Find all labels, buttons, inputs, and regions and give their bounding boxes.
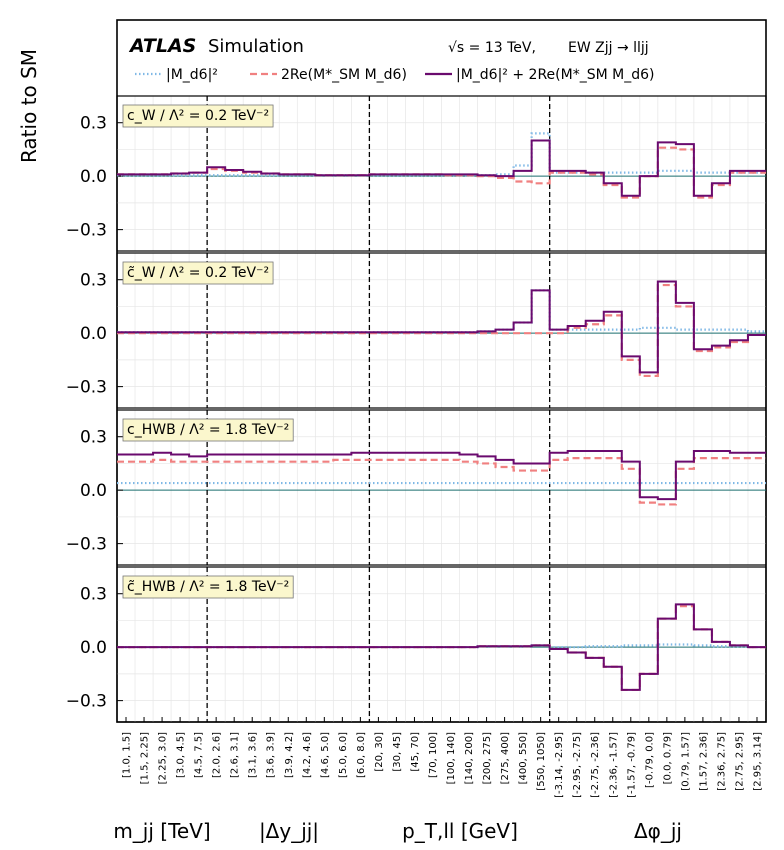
panel-4: 0.3 0.0 −0.3 c̃_HWB / Λ² = 1.8 TeV⁻² — [66, 566, 767, 723]
legend: |M_d6|² 2Re(M*_SM M_d6) |M_d6|² + 2Re(M*… — [135, 67, 654, 83]
energy-label: √s = 13 TeV, — [448, 40, 536, 56]
y-tick-label: −0.3 — [66, 692, 107, 712]
y-tick-label: 0.0 — [80, 167, 107, 187]
x-tick-label: [4.6, 5.0] — [320, 732, 331, 778]
x-tick-label: [2.75, 2.95] — [735, 732, 746, 791]
x-tick-label: [-1.57, -0.79] — [626, 732, 637, 798]
y-tick-label: −0.3 — [66, 378, 107, 398]
x-tick-label: [3.1, 3.6] — [248, 732, 259, 778]
panel-frame — [116, 409, 767, 566]
series-total-line — [117, 449, 766, 501]
y-tick-label: 0.0 — [80, 638, 107, 658]
x-tick-label: [1.0, 1.5] — [122, 732, 133, 778]
y-tick-label: 0.3 — [80, 428, 107, 448]
y-tick-label: 0.0 — [80, 481, 107, 501]
x-tick-label: [0.79, 1.57] — [680, 732, 691, 791]
x-tick-label: [-2.95, -2.75] — [572, 732, 583, 798]
x-tick-label: [200, 275] — [482, 732, 493, 784]
simulation-label: Simulation — [208, 36, 304, 57]
series-total-line — [117, 280, 766, 374]
y-tick-label: 0.3 — [80, 271, 107, 291]
x-tick-label: [1.57, 2.36] — [698, 732, 709, 791]
group-label-mjj: m_jj [TeV] — [113, 819, 210, 843]
x-tick-label: [2.25, 3.0] — [158, 732, 169, 784]
y-tick-label: 0.3 — [80, 585, 107, 605]
atlas-label: ATLAS — [128, 35, 196, 57]
panel-2: 0.3 0.0 −0.3 c̃_W / Λ² = 0.2 TeV⁻² — [66, 252, 767, 409]
x-tick-label: [400, 550] — [518, 732, 529, 784]
panel-operator-label: c̃_W / Λ² = 0.2 TeV⁻² — [127, 265, 269, 281]
x-tick-label: [140, 200] — [464, 732, 475, 784]
x-tick-label: [20, 30] — [374, 732, 385, 772]
panels: 0.3 0.0 −0.3 c_W / Λ² = 0.2 TeV⁻² 0.3 0.0 −0.3… — [66, 95, 767, 723]
panel-frame — [116, 252, 767, 409]
panel-frame — [116, 566, 767, 723]
x-tick-label: [2.6, 3.1] — [230, 732, 241, 778]
x-tick-label: [3.9, 4.2] — [284, 732, 295, 778]
y-tick-label: −0.3 — [66, 221, 107, 241]
x-tick-label: [100, 140] — [446, 732, 457, 784]
panel-operator-label-box — [122, 104, 274, 128]
x-tick-label: [0.0, 0.79] — [662, 732, 673, 784]
x-tick-label: [30, 45] — [392, 732, 403, 772]
x-tick-label: [4.2, 4.6] — [302, 732, 313, 778]
legend-total-label: |M_d6|² + 2Re(M*_SM M_d6) — [456, 67, 654, 83]
x-tick-label: [2.95, 3.14] — [753, 732, 764, 791]
x-tick-label: [275, 400] — [500, 732, 511, 784]
x-tick-label: [2.36, 2.75] — [716, 732, 727, 791]
group-label-ptll: p_T,ll [GeV] — [402, 819, 518, 843]
x-tick-label: [-3.14, -2.95] — [554, 732, 565, 798]
y-tick-label: 0.3 — [80, 114, 107, 134]
series-total-line — [117, 603, 766, 691]
panel-operator-label: c̃_HWB / Λ² = 1.8 TeV⁻² — [127, 579, 289, 595]
panel-operator-label: c_HWB / Λ² = 1.8 TeV⁻² — [127, 422, 289, 438]
x-tick-label: [5.0, 6.0] — [338, 732, 349, 778]
x-tick-label: [550, 1050] — [536, 732, 547, 791]
group-label-dphijj: Δφ_jj — [634, 819, 682, 843]
x-tick-label: [-2.75, -2.36] — [590, 732, 601, 798]
x-tick-label: [70, 100] — [428, 732, 439, 778]
x-tick-label: [-0.79, 0.0] — [644, 732, 655, 788]
x-tick-label: [3.0, 4.5] — [176, 732, 187, 778]
x-tick-label: [1.5, 2.25] — [140, 732, 151, 784]
x-tick-label: [6.0, 8.0] — [356, 732, 367, 778]
x-tick-label: [3.6, 3.9] — [266, 732, 277, 778]
process-label: EW Zjj → lljj — [568, 40, 649, 56]
x-tick-label: [2.0, 2.6] — [212, 732, 223, 778]
x-tick-label: [45, 70] — [410, 732, 421, 772]
panel-operator-label-box — [122, 261, 274, 285]
y-tick-label: −0.3 — [66, 535, 107, 555]
panel-operator-label-box — [122, 575, 294, 599]
series-interf-line — [117, 457, 766, 506]
group-label-dyjj: |Δy_jj| — [259, 819, 319, 843]
panel-1: 0.3 0.0 −0.3 c_W / Λ² = 0.2 TeV⁻² — [66, 95, 767, 252]
x-tick-label: [-2.36, -1.57] — [608, 732, 619, 798]
series-total-line — [117, 139, 766, 197]
bin-labels: [1.0, 1.5] [1.5, 2.25] [2.25, 3.0] [3.0, 4.… — [122, 717, 764, 798]
y-tick-label: 0.0 — [80, 324, 107, 344]
panel-operator-label-box — [122, 418, 294, 442]
x-tick-label: [4.5, 7.5] — [194, 732, 205, 778]
legend-interf-label: 2Re(M*_SM M_d6) — [281, 67, 407, 83]
panel-3: 0.3 0.0 −0.3 c_HWB / Λ² = 1.8 TeV⁻² — [66, 409, 767, 566]
panel-operator-label: c_W / Λ² = 0.2 TeV⁻² — [127, 108, 269, 124]
y-axis-label: Ratio to SM — [17, 49, 41, 163]
legend-quad-label: |M_d6|² — [166, 67, 218, 83]
